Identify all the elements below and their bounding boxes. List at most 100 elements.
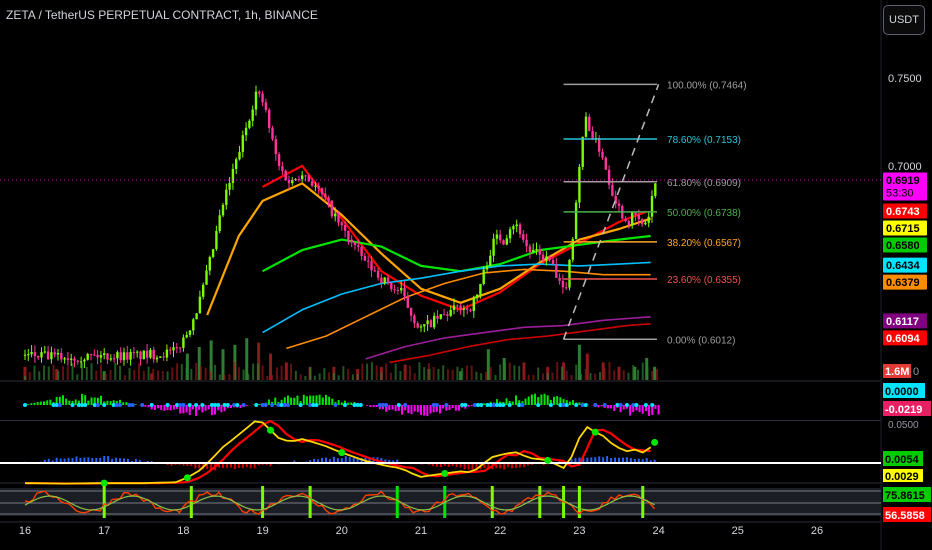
momentum-dot xyxy=(491,403,496,407)
volume-bar xyxy=(43,365,46,380)
momentum-bar xyxy=(467,405,470,407)
momentum-bar xyxy=(413,405,416,412)
momentum-dot xyxy=(298,403,303,407)
volume-bar xyxy=(199,366,202,380)
momentum-dot xyxy=(476,403,481,407)
oscillator-bar xyxy=(380,458,383,463)
momentum-dot xyxy=(83,403,88,407)
moving-average-line xyxy=(389,323,651,364)
rsi-band xyxy=(0,488,881,516)
candle-body xyxy=(617,203,621,207)
candle-body xyxy=(43,351,46,353)
momentum-dot xyxy=(564,403,569,407)
oscillator-bar xyxy=(115,457,118,463)
candle-body xyxy=(139,351,142,360)
price-badge: 0.6580 xyxy=(883,237,927,253)
momentum-bar xyxy=(385,405,388,412)
volume-bar xyxy=(161,370,164,380)
momentum-dot xyxy=(178,403,183,407)
candle-body xyxy=(297,178,301,180)
volume-bar xyxy=(38,371,41,380)
momentum-bar xyxy=(432,405,435,413)
candle-body xyxy=(522,234,525,240)
volume-bar xyxy=(618,375,620,380)
volume-bar xyxy=(218,374,221,380)
volume-bar xyxy=(556,362,559,380)
candle-body xyxy=(218,215,221,232)
time-tick-label: 22 xyxy=(494,525,506,537)
volume-bar xyxy=(465,365,468,380)
volume-bar xyxy=(190,368,193,380)
volume-bar xyxy=(446,369,449,380)
momentum-bar xyxy=(527,396,530,405)
momentum-dot xyxy=(583,403,588,407)
oscillator-cross-dot xyxy=(651,438,659,446)
candle-body xyxy=(647,216,650,223)
volume-bar xyxy=(522,375,525,380)
momentum-dot xyxy=(130,403,135,407)
momentum-bar xyxy=(299,400,302,405)
candle-body xyxy=(574,202,578,240)
candle-body xyxy=(578,166,581,203)
volume-bar xyxy=(380,372,383,380)
price-tick-label: 0.7000 xyxy=(888,161,922,173)
volume-bar xyxy=(195,362,198,380)
momentum-bar xyxy=(397,405,400,411)
volume-bar xyxy=(513,365,516,380)
oscillator-bar xyxy=(313,458,316,463)
oscillator-bar xyxy=(317,459,320,463)
candle-body xyxy=(46,351,50,360)
momentum-bar xyxy=(122,402,125,405)
candle-body xyxy=(314,185,317,187)
panel-badge-value: 0.0000 xyxy=(885,386,919,398)
momentum-bar xyxy=(505,398,508,405)
oscillator-bar xyxy=(257,463,260,466)
momentum-bar xyxy=(217,405,220,411)
momentum-dot xyxy=(279,403,284,407)
volume-bar xyxy=(537,367,540,380)
momentum-dot xyxy=(403,403,408,407)
oscillator-bar xyxy=(309,460,312,463)
candle-body xyxy=(56,352,60,355)
momentum-bar xyxy=(619,405,622,413)
candle-body xyxy=(188,330,192,335)
candle-body xyxy=(264,102,268,110)
candle-body xyxy=(103,353,106,356)
volume-bar xyxy=(541,373,544,380)
volume-bar xyxy=(114,362,117,380)
momentum-bar xyxy=(442,405,445,409)
time-tick-label: 16 xyxy=(19,525,31,537)
oscillator-bar xyxy=(43,459,46,463)
oscillator-bar xyxy=(321,457,323,463)
momentum-bar xyxy=(125,402,128,405)
candle-body xyxy=(518,224,522,235)
volume-bar xyxy=(24,375,26,380)
momentum-bar xyxy=(553,396,556,405)
currency-button[interactable]: USDT xyxy=(883,5,925,35)
volume-bar xyxy=(570,375,573,380)
candle-body xyxy=(244,127,248,136)
oscillator-bar xyxy=(79,457,82,463)
momentum-bar xyxy=(286,395,289,405)
candle-body xyxy=(73,358,76,361)
momentum-bar xyxy=(328,396,331,405)
momentum-bar xyxy=(562,399,565,405)
candle-body xyxy=(416,323,419,328)
candle-body xyxy=(277,154,281,167)
momentum-dot xyxy=(561,403,566,407)
momentum-dot xyxy=(111,403,116,407)
momentum-bar xyxy=(572,400,575,405)
candle-body xyxy=(304,175,307,177)
candle-body xyxy=(343,224,347,231)
volume-bar xyxy=(637,369,640,380)
candle-body xyxy=(403,288,406,297)
oscillator-bar xyxy=(87,457,90,463)
rsi-series xyxy=(0,486,881,518)
volume-bar xyxy=(499,364,502,380)
momentum-bar xyxy=(160,405,163,410)
momentum-dot xyxy=(618,403,623,407)
momentum-dot xyxy=(76,403,81,407)
volume-bar xyxy=(180,363,183,380)
candle-body xyxy=(221,204,225,216)
